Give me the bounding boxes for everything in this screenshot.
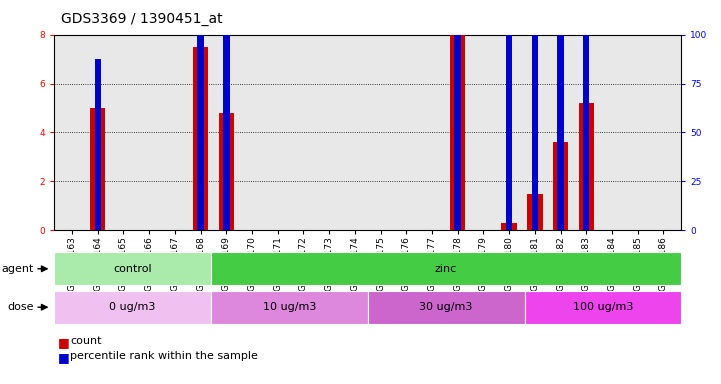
Bar [583,10,590,230]
Bar [193,47,208,230]
Bar [501,223,517,230]
Bar [211,291,368,324]
Bar [54,252,211,285]
Bar [527,194,542,230]
Text: agent: agent [1,264,33,274]
Bar [506,35,513,230]
Text: percentile rank within the sample: percentile rank within the sample [70,351,258,361]
Bar [54,291,211,324]
Bar [211,252,681,285]
Text: 100 ug/m3: 100 ug/m3 [572,302,633,312]
Bar [218,113,234,230]
Bar [553,142,568,230]
Bar [94,59,101,230]
Bar [450,35,465,230]
Text: ■: ■ [58,336,69,349]
Bar [524,291,681,324]
Text: dose: dose [7,302,33,312]
Bar [454,0,461,230]
Text: GDS3369 / 1390451_at: GDS3369 / 1390451_at [61,12,223,25]
Bar [90,108,105,230]
Text: control: control [113,264,152,274]
Bar [368,291,524,324]
Bar [223,35,229,230]
Bar [578,103,594,230]
Text: ■: ■ [58,351,69,364]
Text: zinc: zinc [435,264,457,274]
Bar [198,35,204,230]
Text: 10 ug/m3: 10 ug/m3 [262,302,316,312]
Text: 0 ug/m3: 0 ug/m3 [110,302,156,312]
Text: 30 ug/m3: 30 ug/m3 [420,302,473,312]
Bar [531,35,538,230]
Text: count: count [70,336,102,346]
Bar [557,10,564,230]
